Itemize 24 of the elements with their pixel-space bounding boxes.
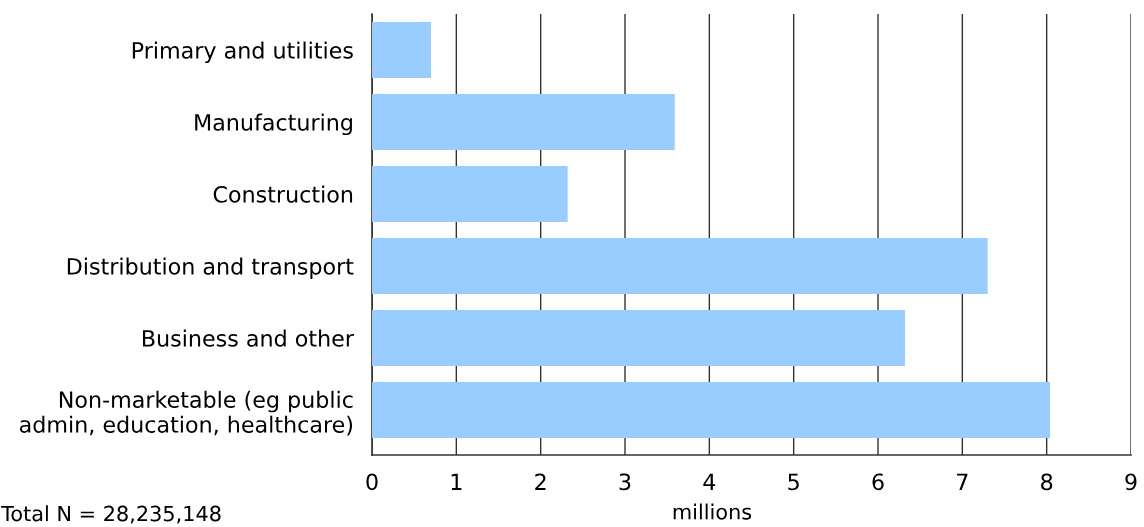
x-tick-label: 4 [703,473,716,490]
y-tick-label: Manufacturing [195,113,352,136]
bar [372,21,432,79]
y-tick-label: Distribution and transport [67,257,354,280]
y-tick-label: Non-marketable (eg public admin, education, healthcare) [19,390,353,436]
x-tick-label: 7 [957,473,968,490]
bar [372,237,988,295]
x-tick-label: 9 [1125,473,1137,491]
bar [372,381,1051,439]
bar [372,93,675,151]
x-tick-label: 0 [366,473,378,491]
text: Total N = 28,235,148 [1,505,221,524]
y-tick-label: Construction [213,185,353,203]
x-axis-title: millions [673,503,752,520]
y-tick-label: Business and other [143,329,354,347]
bar [372,309,905,367]
y-tick-label: Primary and utilities [132,41,353,64]
x-tick-label: 6 [872,473,884,491]
x-tick-label: 8 [1041,473,1053,491]
x-tick-label: 2 [535,473,546,490]
x-tick-label: 1 [451,473,462,490]
bar [372,165,568,223]
x-tick-label: 3 [619,473,631,491]
x-tick-label: 5 [788,473,799,491]
